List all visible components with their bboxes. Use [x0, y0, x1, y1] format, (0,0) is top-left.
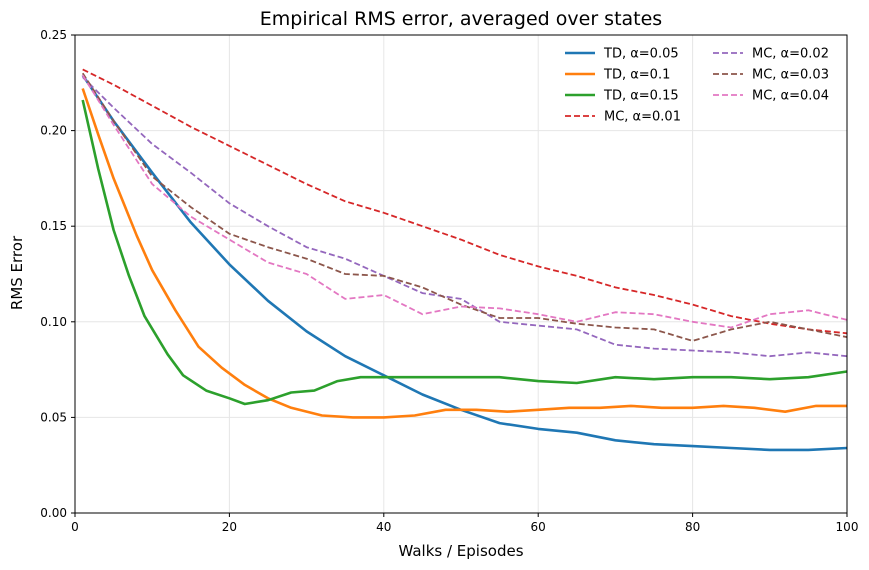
y-tick-label: 0.10 — [40, 315, 67, 329]
series-line-1 — [81, 74, 848, 452]
series-line-5 — [82, 76, 848, 358]
x-tick-label: 80 — [685, 520, 700, 534]
y-tick-label: 0.15 — [40, 219, 67, 233]
series-line-3 — [81, 99, 848, 406]
legend-label-4: MC, α=0.01 — [604, 110, 681, 125]
y-tick-label: 0.25 — [40, 28, 67, 42]
y-axis-label: RMS Error — [8, 235, 26, 310]
legend-label-3: TD, α=0.15 — [603, 89, 679, 104]
y-tick-label: 0.05 — [40, 410, 67, 424]
y-tick-label: 0.00 — [40, 506, 67, 520]
grid-lines — [74, 34, 848, 514]
legend-label-5: MC, α=0.02 — [752, 47, 829, 62]
legend-label-6: MC, α=0.03 — [752, 68, 829, 83]
chart-title: Empirical RMS error, averaged over state… — [260, 8, 662, 30]
legend-label-2: TD, α=0.1 — [603, 68, 670, 83]
series-line-7 — [81, 74, 848, 329]
series-line-6 — [81, 72, 848, 342]
series-line-2 — [81, 88, 847, 419]
x-tick-label: 60 — [531, 520, 546, 534]
x-axis-label: Walks / Episodes — [398, 542, 523, 560]
axis-ticks: 0 20 40 60 80 100 0.00 0.05 0.10 0.15 0.20 0.25 — [40, 28, 858, 534]
legend-label-1: TD, α=0.05 — [603, 47, 679, 62]
plot-area-frame — [74, 34, 848, 514]
x-tick-label: 100 — [836, 520, 859, 534]
y-tick-label: 0.20 — [40, 124, 67, 138]
x-tick-label: 20 — [222, 520, 237, 534]
series-lines — [81, 68, 848, 452]
x-tick-label: 40 — [376, 520, 391, 534]
series-line-4 — [82, 68, 848, 335]
legend-label-7: MC, α=0.04 — [752, 89, 829, 104]
x-tick-label: 0 — [71, 520, 79, 534]
legend: TD, α=0.05 TD, α=0.1 TD, α=0.15 MC, α=0.01 M… — [565, 47, 829, 125]
